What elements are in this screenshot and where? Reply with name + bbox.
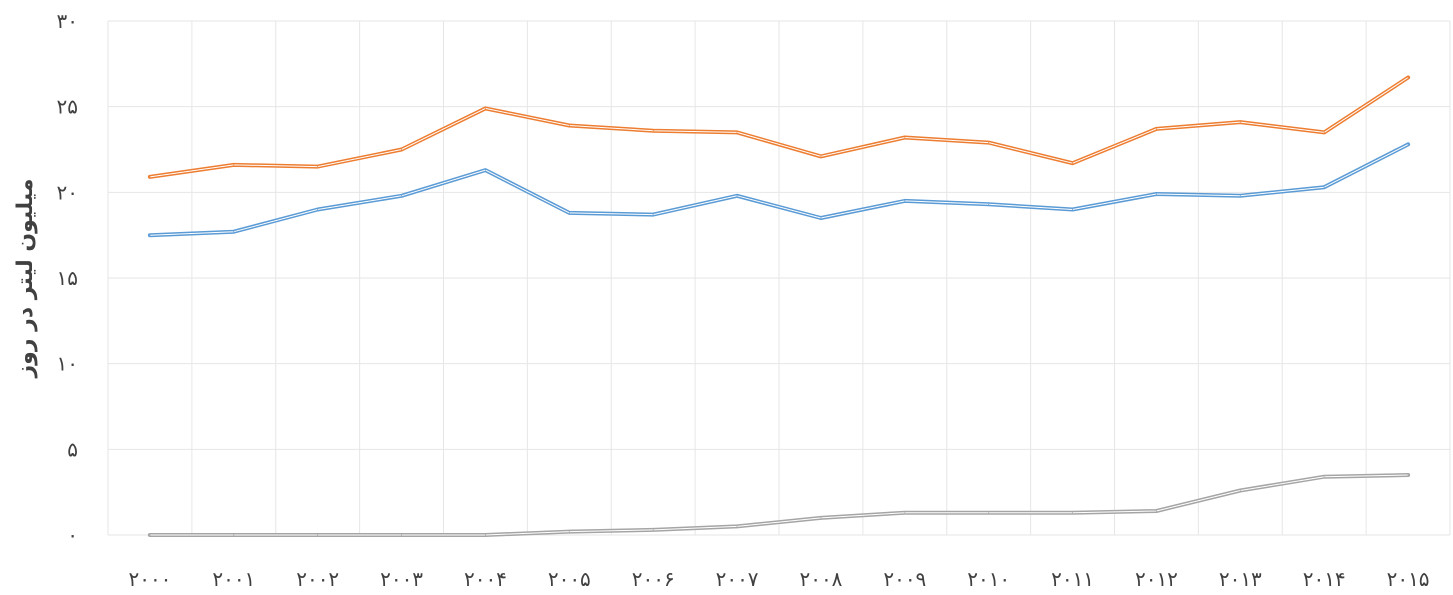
series-3-point bbox=[1407, 474, 1409, 476]
series-3-point bbox=[652, 529, 654, 531]
series-3-point bbox=[1239, 489, 1241, 491]
series-2-point bbox=[149, 234, 151, 236]
series-1-point bbox=[1407, 77, 1409, 79]
series-1-point bbox=[401, 149, 403, 150]
series-2-point bbox=[736, 195, 738, 197]
series-1-point bbox=[652, 130, 654, 132]
y-tick-label: ۱۵ bbox=[57, 266, 78, 290]
series-2-point bbox=[1323, 186, 1325, 188]
series-3-point bbox=[233, 534, 235, 536]
series-3-point bbox=[820, 517, 822, 519]
series-2-point bbox=[1407, 143, 1409, 145]
series-3-point bbox=[1072, 512, 1074, 514]
series-lines bbox=[147, 75, 1411, 537]
series-2-point bbox=[820, 217, 822, 219]
x-tick-label: ۲۰۱۴ bbox=[1303, 567, 1346, 591]
series-3-point bbox=[988, 512, 990, 514]
series-2-point bbox=[904, 200, 906, 202]
series-2-point bbox=[1239, 195, 1241, 197]
series-3-point bbox=[484, 534, 486, 536]
series-1-point bbox=[1323, 131, 1325, 133]
y-tick-label: ۲۰ bbox=[57, 180, 78, 204]
series-1-point bbox=[1072, 162, 1074, 164]
x-tick-label: ۲۰۰۰ bbox=[128, 567, 171, 591]
y-axis-ticks: ۰ ۵ ۱۰ ۱۵ ۲۰ ۲۵ ۳۰ bbox=[57, 9, 78, 547]
series-3-point bbox=[149, 534, 151, 536]
series-1-point bbox=[1239, 121, 1241, 123]
series-2-point bbox=[652, 214, 654, 216]
x-tick-label: ۲۰۱۲ bbox=[1135, 567, 1178, 591]
series-3-point bbox=[401, 534, 403, 536]
x-tick-label: ۲۰۰۷ bbox=[716, 567, 759, 591]
x-tick-label: ۲۰۰۵ bbox=[548, 567, 591, 591]
series-line-2-core bbox=[149, 143, 1409, 236]
series-2-point bbox=[317, 208, 319, 210]
series-line-1-core bbox=[149, 77, 1409, 178]
x-tick-label: ۲۰۱۰ bbox=[967, 567, 1010, 591]
gridlines bbox=[107, 20, 1451, 536]
y-tick-label: ۱۰ bbox=[57, 352, 78, 376]
x-tick-label: ۲۰۱۳ bbox=[1219, 567, 1262, 591]
series-1-point bbox=[1155, 128, 1157, 130]
y-tick-label: ۵ bbox=[67, 437, 78, 461]
series-2-point bbox=[1155, 193, 1157, 195]
y-tick-label: ۰ bbox=[67, 523, 78, 547]
series-3-point bbox=[736, 525, 738, 527]
x-tick-label: ۲۰۰۴ bbox=[464, 567, 507, 591]
x-tick-label: ۲۰۰۸ bbox=[799, 567, 842, 591]
series-3-point bbox=[1155, 510, 1157, 512]
series-2-point bbox=[568, 212, 570, 214]
series-2-point bbox=[401, 195, 403, 197]
series-3-point bbox=[904, 512, 906, 514]
x-tick-label: ۲۰۱۵ bbox=[1387, 567, 1430, 591]
series-2-point bbox=[988, 203, 990, 205]
x-axis-ticks: ۲۰۰۰ ۲۰۰۱ ۲۰۰۲ ۲۰۰۳ ۲۰۰۴ ۲۰۰۵ ۲۰۰۶ ۲۰۰۷ ۲۰۰۸ ۲۰۰۹… bbox=[128, 567, 1429, 591]
series-1-point bbox=[484, 107, 486, 109]
series-2-point bbox=[1072, 208, 1074, 210]
series-1-point bbox=[988, 142, 990, 144]
x-tick-label: ۲۰۰۱ bbox=[212, 567, 255, 591]
series-2-point bbox=[233, 231, 235, 233]
x-tick-label: ۲۰۰۳ bbox=[380, 567, 423, 591]
x-tick-label: ۲۰۰۶ bbox=[632, 567, 675, 591]
series-1-point bbox=[233, 164, 235, 166]
y-axis-title: میلیون لیتر در روز bbox=[13, 179, 38, 379]
x-tick-label: ۲۰۱۱ bbox=[1051, 567, 1094, 591]
series-3-point bbox=[568, 531, 570, 533]
series-1-point bbox=[904, 137, 906, 139]
series-1-point bbox=[820, 155, 822, 157]
series-line-3-core bbox=[149, 474, 1409, 536]
y-tick-label: ۲۵ bbox=[57, 95, 78, 119]
series-3-point bbox=[317, 534, 319, 536]
series-1-point bbox=[317, 166, 319, 168]
series-1-point bbox=[568, 125, 570, 127]
series-3-point bbox=[1323, 476, 1325, 478]
x-tick-label: ۲۰۰۲ bbox=[296, 567, 339, 591]
series-2-point bbox=[484, 169, 486, 171]
series-1-point bbox=[149, 176, 151, 178]
y-tick-label: ۳۰ bbox=[57, 9, 78, 33]
x-tick-label: ۲۰۰۹ bbox=[883, 567, 926, 591]
series-1-point bbox=[736, 131, 738, 133]
